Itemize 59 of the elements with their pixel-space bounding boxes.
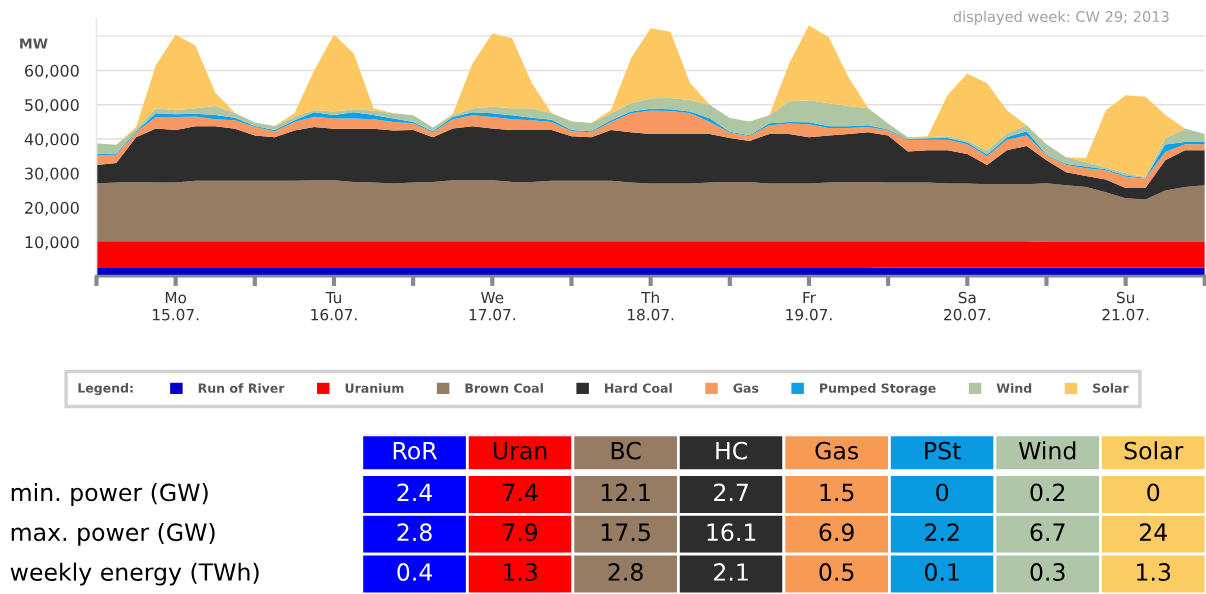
y-tick-label: max. power (GW)	[11, 522, 215, 546]
x-tick-label: Sa 20.07.	[944, 291, 990, 321]
x-tick-label: Gas	[815, 441, 859, 460]
x-tick-label: Wind	[1018, 441, 1076, 460]
y-tick-label: weekly energy (TWh)	[10, 562, 259, 586]
data-label: 12.1	[601, 483, 650, 502]
data-label: 2.8	[608, 563, 643, 581]
data-label: 0.3	[1030, 563, 1065, 581]
data-label: 0.1	[924, 563, 959, 581]
y-tick-label: 30,000	[25, 167, 79, 182]
legend-label: Wind	[996, 383, 1032, 393]
x-tick-label: RoR	[393, 442, 437, 460]
data-label: 16.1	[707, 523, 756, 542]
data-label: 17.5	[601, 523, 650, 542]
legend-label: Run of River	[198, 383, 285, 393]
data-label: 2.2	[925, 523, 959, 541]
data-label: 6.9	[819, 523, 854, 542]
x-tick-label: Mo 15.07.	[153, 291, 199, 321]
y-tick-label: 40,000	[24, 133, 79, 147]
data-label: 2.7	[714, 483, 748, 502]
x-tick-label: Th 18.07.	[628, 291, 674, 321]
y-tick-label: 20,000	[25, 201, 79, 216]
legend-label: Brown Coal	[465, 383, 543, 393]
x-tick-label: Fr 19.07.	[786, 291, 832, 321]
data-label: 2.1	[714, 563, 748, 581]
x-tick-label: Solar	[1124, 441, 1184, 460]
y-tick-label: 10,000	[25, 236, 79, 250]
data-label: 1.3	[503, 563, 537, 581]
data-label: 7.9	[503, 523, 538, 542]
legend-label: Uranium	[345, 383, 404, 393]
data-label: 7.4	[503, 483, 538, 502]
data-label: 2.8	[397, 523, 432, 542]
x-tick-label: We 17.07.	[469, 291, 515, 321]
data-label: 1.5	[820, 483, 854, 502]
chart-subtitle: displayed week: CW 29; 2013	[953, 10, 1169, 25]
y-tick-label: min. power (GW)	[11, 483, 208, 506]
legend-label: Gas	[733, 383, 759, 393]
y-axis-title: MW	[20, 38, 48, 49]
data-label: 0	[1147, 483, 1160, 502]
x-tick-label: Uran	[493, 442, 547, 460]
legend-label: Solar	[1093, 383, 1129, 393]
x-tick-label: BC	[611, 441, 641, 460]
data-label: 6.7	[1030, 523, 1065, 542]
data-label: 1.3	[1137, 563, 1171, 581]
data-label: 0	[936, 483, 949, 502]
data-label: 0.5	[819, 563, 854, 581]
x-tick-label: Tu 16.07.	[311, 291, 357, 321]
data-label: 0.2	[1030, 483, 1065, 502]
y-tick-label: 60,000	[25, 64, 79, 79]
data-label: 24	[1139, 523, 1167, 541]
y-tick-label: 50,000	[25, 98, 79, 113]
x-tick-label: PSt	[925, 441, 961, 460]
legend-title: Legend:	[78, 382, 133, 396]
legend-label: Hard Coal	[605, 383, 672, 393]
x-tick-label: Su 21.07.	[1102, 291, 1149, 321]
data-label: 2.4	[397, 483, 433, 502]
data-label: 0.4	[397, 563, 433, 581]
legend-label: Pumped Storage	[820, 383, 936, 396]
x-tick-label: HC	[716, 441, 747, 460]
